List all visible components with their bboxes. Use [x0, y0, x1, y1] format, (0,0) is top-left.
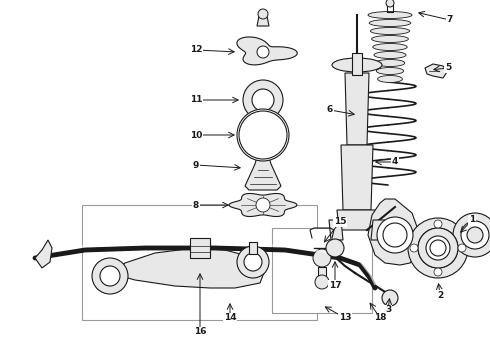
Polygon shape — [35, 240, 52, 268]
Circle shape — [467, 227, 483, 243]
Circle shape — [256, 198, 270, 212]
Circle shape — [326, 239, 344, 257]
Circle shape — [237, 246, 269, 278]
Ellipse shape — [368, 12, 412, 18]
Ellipse shape — [378, 76, 402, 82]
Polygon shape — [257, 16, 269, 26]
Circle shape — [252, 89, 274, 111]
Text: 4: 4 — [392, 158, 398, 166]
Text: 17: 17 — [329, 280, 342, 289]
Circle shape — [430, 240, 446, 256]
Text: 16: 16 — [194, 328, 206, 337]
Ellipse shape — [376, 68, 404, 75]
Polygon shape — [368, 199, 420, 265]
Circle shape — [426, 236, 450, 260]
Polygon shape — [237, 37, 297, 65]
Circle shape — [386, 0, 394, 7]
Polygon shape — [371, 220, 385, 240]
Polygon shape — [229, 193, 297, 216]
Circle shape — [383, 223, 407, 247]
Circle shape — [458, 244, 466, 252]
Text: 5: 5 — [445, 63, 451, 72]
Ellipse shape — [371, 36, 408, 42]
Circle shape — [239, 111, 287, 159]
Ellipse shape — [373, 44, 407, 50]
Circle shape — [453, 213, 490, 257]
Circle shape — [382, 290, 398, 306]
Circle shape — [243, 80, 283, 120]
Text: 14: 14 — [224, 314, 236, 323]
Polygon shape — [110, 248, 265, 288]
Polygon shape — [245, 154, 281, 190]
Ellipse shape — [374, 51, 406, 58]
Circle shape — [434, 268, 442, 276]
Circle shape — [258, 9, 268, 19]
Polygon shape — [329, 220, 343, 240]
Text: 11: 11 — [190, 95, 202, 104]
Circle shape — [92, 258, 128, 294]
Text: 13: 13 — [339, 314, 351, 323]
Text: 7: 7 — [447, 15, 453, 24]
Circle shape — [377, 217, 413, 253]
Circle shape — [410, 244, 418, 252]
Circle shape — [244, 253, 262, 271]
Ellipse shape — [332, 58, 382, 72]
Circle shape — [408, 218, 468, 278]
Bar — [272, 228, 372, 313]
Bar — [318, 267, 326, 279]
Circle shape — [100, 266, 120, 286]
Circle shape — [418, 228, 458, 268]
Text: 3: 3 — [385, 306, 391, 315]
Text: 9: 9 — [193, 161, 199, 170]
Bar — [190, 238, 210, 258]
Text: 10: 10 — [190, 130, 202, 139]
Text: 15: 15 — [334, 217, 346, 226]
Text: 18: 18 — [374, 314, 386, 323]
Circle shape — [418, 228, 458, 268]
Polygon shape — [345, 73, 369, 145]
Polygon shape — [337, 210, 377, 230]
Circle shape — [315, 275, 329, 289]
Ellipse shape — [369, 19, 411, 27]
Polygon shape — [425, 64, 447, 78]
Text: 8: 8 — [193, 201, 199, 210]
Text: 12: 12 — [190, 45, 202, 54]
Ellipse shape — [375, 59, 405, 67]
Circle shape — [239, 111, 287, 159]
Bar — [352, 53, 362, 75]
Text: 1: 1 — [469, 216, 475, 225]
Circle shape — [237, 109, 289, 161]
Circle shape — [250, 122, 276, 148]
Circle shape — [257, 46, 269, 58]
Bar — [82, 205, 317, 320]
Circle shape — [434, 220, 442, 228]
Circle shape — [461, 221, 489, 249]
Bar — [249, 242, 257, 254]
Circle shape — [313, 249, 331, 267]
Text: 6: 6 — [327, 105, 333, 114]
Polygon shape — [341, 145, 373, 210]
Ellipse shape — [370, 27, 410, 35]
Text: 2: 2 — [437, 291, 443, 300]
